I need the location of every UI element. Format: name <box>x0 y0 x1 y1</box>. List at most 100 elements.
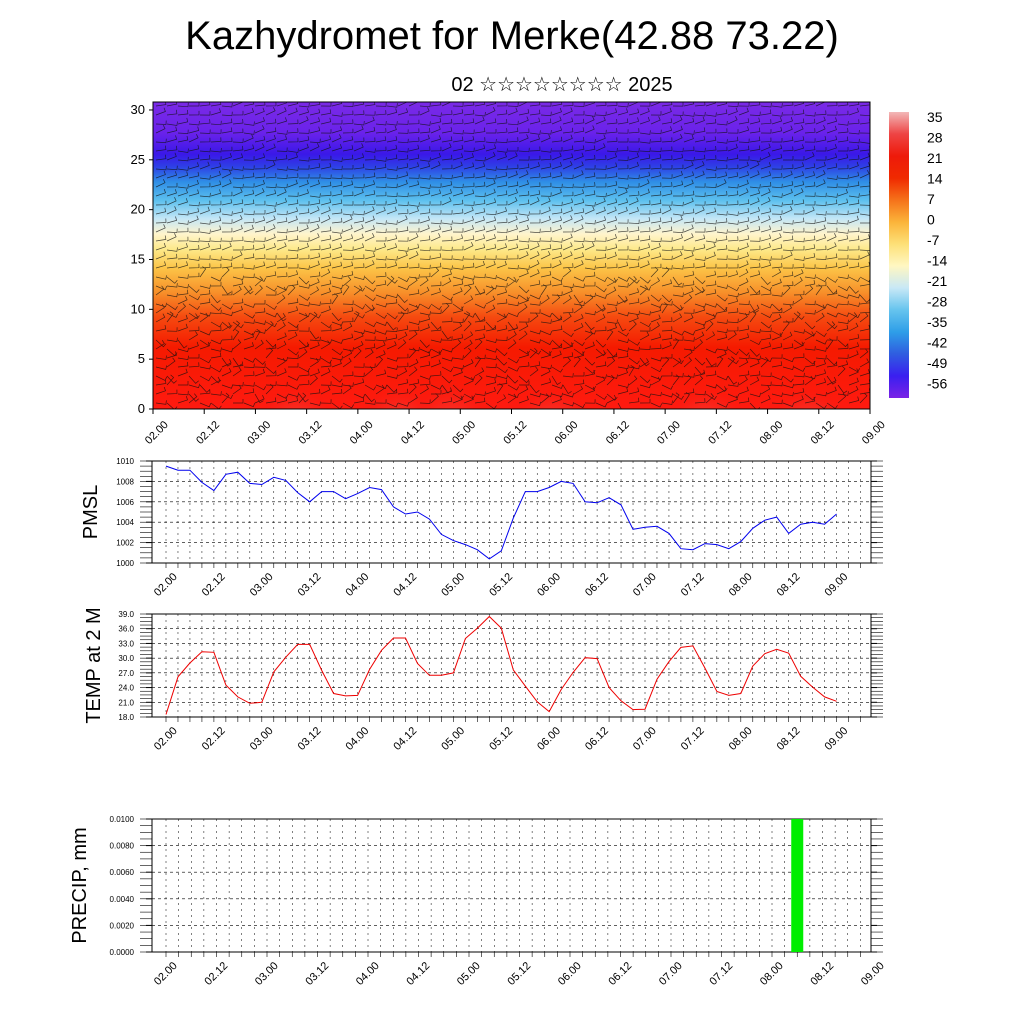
temp-y-tick-label: 27.0 <box>118 669 134 678</box>
colorbar-label: 0 <box>927 212 935 228</box>
pmsl-x-tick-label: 08.12 <box>775 571 803 599</box>
pmsl-x-tick-label: 03.00 <box>248 571 276 599</box>
pmsl-x-tick-label: 07.00 <box>631 571 659 599</box>
precip-frame <box>151 818 872 953</box>
colorbar-label: -28 <box>927 294 947 310</box>
x-tick-label: 03.00 <box>245 419 273 447</box>
temp-x-tick-label: 05.12 <box>487 725 515 753</box>
pmsl-x-tick-label: 07.12 <box>679 571 707 599</box>
temp-x-tick-label: 08.12 <box>775 725 803 753</box>
colorbar-label: -35 <box>927 314 947 330</box>
y-tick-label: 0 <box>138 401 145 416</box>
pmsl-x-tick-label: 06.00 <box>535 571 563 599</box>
precip-y-tick-label: 0.0020 <box>110 921 135 930</box>
temp-x-tick-label: 02.00 <box>152 725 180 753</box>
pmsl-x-tick-label: 02.12 <box>200 571 228 599</box>
precip-x-tick-label: 08.00 <box>758 960 786 988</box>
temp-frame <box>151 613 872 718</box>
x-tick-label: 06.12 <box>604 419 632 447</box>
temp-y-tick-label: 24.0 <box>118 684 134 693</box>
colorbar <box>889 112 909 398</box>
temp-x-tick-label: 03.12 <box>296 725 324 753</box>
pmsl-y-axis-label: PMSL <box>80 485 102 539</box>
y-tick-label: 25 <box>131 152 145 167</box>
temp-y-tick-label: 18.0 <box>118 713 134 722</box>
pmsl-y-tick-label: 1002 <box>116 539 134 548</box>
pmsl-x-tick-label: 08.00 <box>727 571 755 599</box>
precip-x-tick-label: 04.00 <box>354 960 382 988</box>
precip-y-tick-label: 0.0040 <box>110 895 135 904</box>
x-tick-label: 05.12 <box>501 419 529 447</box>
temp-y-tick-label: 36.0 <box>118 625 134 634</box>
temp-y-tick-label: 33.0 <box>118 639 134 648</box>
x-tick-label: 04.12 <box>399 419 427 447</box>
precip-x-tick-label: 03.00 <box>253 960 281 988</box>
pmsl-y-tick-label: 1006 <box>116 498 134 507</box>
pmsl-y-tick-label: 1000 <box>116 559 134 568</box>
precip-x-tick-label: 05.00 <box>455 960 483 988</box>
precip-x-tick-label: 05.12 <box>505 960 533 988</box>
temp-x-tick-label: 04.12 <box>391 725 419 753</box>
pmsl-x-tick-label: 02.00 <box>152 571 180 599</box>
cross-section-field <box>153 102 870 409</box>
temp-x-tick-label: 06.12 <box>583 725 611 753</box>
wind-barbs <box>155 102 870 409</box>
warm-surface-region <box>668 351 745 409</box>
x-tick-label: 09.00 <box>860 419 888 447</box>
temp-x-tick-label: 05.00 <box>439 725 467 753</box>
x-tick-label: 02.00 <box>143 419 171 447</box>
y-tick-label: 10 <box>131 301 145 316</box>
precip-y-tick-label: 0.0080 <box>110 842 135 851</box>
precip-y-tick-label: 0.0100 <box>110 815 135 824</box>
temp-y-tick-label: 30.0 <box>118 654 134 663</box>
pmsl-x-tick-label: 04.12 <box>391 571 419 599</box>
temp-x-tick-label: 06.00 <box>535 725 563 753</box>
precip-x-tick-label: 03.12 <box>303 960 331 988</box>
temp-x-tick-label: 04.00 <box>344 725 372 753</box>
temp-x-tick-label: 07.00 <box>631 725 659 753</box>
precip-y-tick-label: 0.0060 <box>110 868 135 877</box>
precip-x-tick-label: 09.00 <box>859 960 887 988</box>
precip-x-tick-label: 02.00 <box>152 960 180 988</box>
precip-x-tick-label: 06.12 <box>606 960 634 988</box>
pmsl-x-tick-label: 09.00 <box>823 571 851 599</box>
colorbar-label: 7 <box>927 191 935 207</box>
temp-x-tick-label: 09.00 <box>823 725 851 753</box>
precip-x-tick-label: 02.12 <box>202 960 230 988</box>
pmsl-y-tick-label: 1010 <box>116 457 134 466</box>
precip-x-tick-label: 06.00 <box>556 960 584 988</box>
temp-y-tick-label: 21.0 <box>118 698 134 707</box>
y-tick-label: 15 <box>131 251 145 266</box>
colorbar-label: 21 <box>927 150 943 166</box>
pmsl-series-line <box>165 465 837 560</box>
colorbar-label: -7 <box>927 232 940 248</box>
y-tick-label: 30 <box>131 102 145 117</box>
pmsl-x-tick-label: 05.12 <box>487 571 515 599</box>
temp-series-line <box>165 615 837 715</box>
y-tick-label: 20 <box>131 202 145 217</box>
precip-y-tick-label: 0.0000 <box>110 948 135 957</box>
pmsl-x-tick-label: 06.12 <box>583 571 611 599</box>
page-subtitle: 02 ☆☆☆☆☆☆☆☆ 2025 <box>451 74 673 96</box>
colorbar-label: -49 <box>927 355 947 371</box>
x-tick-label: 07.12 <box>706 419 734 447</box>
colorbar-label: -56 <box>927 376 947 392</box>
x-tick-label: 04.00 <box>348 419 376 447</box>
x-tick-label: 08.12 <box>809 419 837 447</box>
temp-x-tick-label: 03.00 <box>248 725 276 753</box>
colorbar-label: 35 <box>927 109 943 125</box>
temp-x-tick-label: 02.12 <box>200 725 228 753</box>
colorbar-label: -42 <box>927 335 947 351</box>
colorbar-label: 28 <box>927 130 943 146</box>
colorbar-label: -14 <box>927 253 947 269</box>
colorbar-label: 14 <box>927 171 943 187</box>
precip-x-tick-label: 04.12 <box>404 960 432 988</box>
precip-x-tick-label: 07.12 <box>707 960 735 988</box>
temp-x-tick-label: 08.00 <box>727 725 755 753</box>
page-title: Kazhydromet for Merke(42.88 73.22) <box>185 14 839 58</box>
x-tick-label: 05.00 <box>450 419 478 447</box>
precip-bar <box>791 819 804 952</box>
precip-x-tick-label: 08.12 <box>808 960 836 988</box>
x-tick-label: 03.12 <box>297 419 325 447</box>
